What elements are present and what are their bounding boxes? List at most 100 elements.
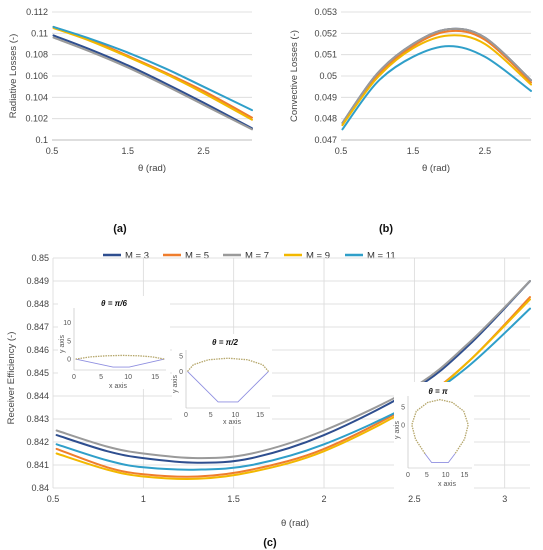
chart-a-y-tick-label: 0.1 bbox=[35, 135, 48, 145]
chart-b-y-tick-label: 0.05 bbox=[319, 71, 337, 81]
chart-c-y-tick-label: 0.844 bbox=[26, 391, 49, 401]
inset-x-tick-label: 15 bbox=[151, 374, 159, 381]
inset-pi-6-background bbox=[58, 296, 170, 389]
inset-x-tick-label: 0 bbox=[184, 412, 188, 419]
chart-c-y-tick-label: 0.85 bbox=[31, 253, 49, 263]
chart-c-y-tick-label: 0.841 bbox=[26, 460, 49, 470]
inset-pi-plot: 0 5 10 15 0 5 bbox=[401, 396, 472, 479]
inset-receiver-profile bbox=[187, 357, 269, 372]
legend-item: M = 5 bbox=[163, 251, 209, 262]
inset-x-tick-label: 10 bbox=[232, 412, 240, 419]
inset-pi-2-plot: 0 5 10 15 0 5 bbox=[179, 350, 270, 419]
legend-label: M = 3 bbox=[125, 251, 149, 262]
chart-b-xlabel: θ (rad) bbox=[422, 163, 450, 174]
legend-item: M = 11 bbox=[345, 251, 396, 262]
inset-receiver-profile bbox=[411, 398, 469, 454]
inset-y-tick-label: 5 bbox=[401, 404, 405, 411]
chart-a-x-tick-label: 0.5 bbox=[46, 146, 59, 156]
inset-x-tick-label: 15 bbox=[461, 472, 469, 479]
chart-b-y-tick-label: 0.051 bbox=[314, 50, 337, 60]
inset-pi-2-background bbox=[172, 334, 272, 426]
chart-c-series-line-3 bbox=[55, 280, 531, 460]
inset-x-tick-label: 5 bbox=[99, 374, 103, 381]
inset-pi-xlabel: x axis bbox=[438, 481, 456, 488]
inset-pi-background bbox=[394, 382, 474, 490]
inset-y-tick-label: 5 bbox=[179, 354, 183, 361]
chart-a-series-line-5 bbox=[52, 25, 253, 112]
chart-a-y-tick-label: 0.104 bbox=[25, 92, 48, 102]
legend-label: M = 5 bbox=[185, 251, 209, 262]
inset-y-tick-label: 0 bbox=[67, 357, 71, 364]
chart-a-series bbox=[52, 25, 253, 131]
inset-x-tick-label: 5 bbox=[209, 412, 213, 419]
legend-label: M = 11 bbox=[367, 251, 396, 262]
chart-c-y-tick-label: 0.842 bbox=[26, 437, 49, 447]
chart-b-x-ticks: 0.5 1.5 2.5 bbox=[335, 146, 491, 156]
chart-a-x-tick-label: 2.5 bbox=[197, 146, 210, 156]
inset-aperture-outline bbox=[187, 371, 269, 403]
chart-a: 0.1 0.102 0.104 0.106 0.108 0.11 0.112 0.5 1.5 2… bbox=[8, 7, 253, 235]
chart-c-x-tick-label: 2 bbox=[322, 494, 327, 504]
chart-b-series-line-4 bbox=[341, 34, 532, 127]
legend-label: M = 7 bbox=[245, 251, 269, 262]
chart-b-y-tick-label: 0.053 bbox=[314, 7, 337, 17]
chart-c-x-tick-label: 2.5 bbox=[408, 494, 421, 504]
chart-a-y-tick-label: 0.11 bbox=[31, 28, 48, 38]
chart-c-panel-label: (c) bbox=[263, 537, 277, 549]
inset-x-tick-label: 10 bbox=[124, 374, 132, 381]
chart-a-ylabel: Radiative Losses (-) bbox=[8, 34, 19, 118]
inset-pi: θ = π 0 5 10 15 0 5 y axis x axis bbox=[394, 382, 474, 490]
inset-y-tick-label: 5 bbox=[67, 338, 71, 345]
inset-pi-ylabel: y axis bbox=[394, 421, 401, 439]
chart-c-y-tick-label: 0.845 bbox=[26, 368, 49, 378]
inset-aperture-outline bbox=[424, 453, 456, 464]
inset-pi-2: θ = π/2 0 5 10 15 0 5 y axis x axis bbox=[172, 334, 272, 426]
legend-label: M = 9 bbox=[306, 251, 330, 262]
chart-a-series-line-1 bbox=[52, 34, 253, 130]
chart-b-y-ticks: 0.047 0.048 0.049 0.05 0.051 0.052 0.053 bbox=[314, 7, 337, 145]
chart-c-y-tick-label: 0.843 bbox=[26, 414, 49, 424]
inset-x-tick-label: 0 bbox=[406, 472, 410, 479]
chart-c: 0.84 0.841 0.842 0.843 0.844 0.845 0.846 0.847 0… bbox=[6, 253, 531, 549]
chart-b-ylabel: Convective Losses (-) bbox=[289, 30, 300, 122]
chart-c-x-tick-label: 1.5 bbox=[227, 494, 240, 504]
chart-c-y-tick-label: 0.846 bbox=[26, 345, 49, 355]
legend-item: M = 3 bbox=[103, 251, 149, 262]
inset-x-tick-label: 0 bbox=[72, 374, 76, 381]
chart-a-series-line-3 bbox=[52, 36, 253, 131]
chart-a-xlabel: θ (rad) bbox=[138, 163, 166, 174]
chart-b-x-tick-label: 0.5 bbox=[335, 146, 348, 156]
inset-pi-2-xlabel: x axis bbox=[223, 419, 241, 426]
chart-b-x-tick-label: 1.5 bbox=[407, 146, 420, 156]
chart-c-y-tick-label: 0.847 bbox=[26, 322, 49, 332]
chart-c-x-tick-label: 0.5 bbox=[47, 494, 60, 504]
chart-c-ylabel: Receiver Efficiency (-) bbox=[6, 332, 17, 425]
inset-pi-6-title: θ = π/6 bbox=[101, 299, 127, 308]
chart-c-series-line-4 bbox=[55, 298, 531, 480]
inset-aperture-outline bbox=[75, 358, 165, 368]
inset-y-tick-label: 0 bbox=[179, 369, 183, 376]
chart-c-x-tick-label: 3 bbox=[502, 494, 507, 504]
inset-pi-title: θ = π bbox=[428, 387, 448, 396]
inset-pi-6-ylabel: y axis bbox=[59, 335, 66, 353]
legend-item: M = 9 bbox=[284, 251, 330, 262]
chart-a-panel-label: (a) bbox=[113, 223, 127, 235]
inset-pi-2-ylabel: y axis bbox=[172, 375, 179, 393]
chart-b-y-tick-label: 0.047 bbox=[314, 135, 337, 145]
legend: M = 3 M = 5 M = 7 M = 9 M = 11 bbox=[103, 251, 396, 262]
inset-y-tick-label: 0 bbox=[401, 422, 405, 429]
inset-x-tick-label: 10 bbox=[442, 472, 450, 479]
chart-a-y-tick-label: 0.108 bbox=[25, 50, 48, 60]
chart-b: 0.047 0.048 0.049 0.05 0.051 0.052 0.053 0.5 1.… bbox=[289, 7, 532, 235]
chart-c-x-tick-label: 1 bbox=[141, 494, 146, 504]
chart-c-x-ticks: 0.5 1 1.5 2 2.5 3 bbox=[47, 494, 507, 504]
chart-b-x-tick-label: 2.5 bbox=[479, 146, 492, 156]
chart-a-gridlines bbox=[52, 11, 252, 141]
chart-b-series-line-3 bbox=[341, 27, 532, 124]
inset-y-tick-label: 10 bbox=[63, 320, 71, 327]
inset-x-tick-label: 15 bbox=[256, 412, 264, 419]
chart-b-y-tick-label: 0.052 bbox=[314, 28, 337, 38]
chart-a-y-ticks: 0.1 0.102 0.104 0.106 0.108 0.11 0.112 bbox=[25, 7, 48, 145]
chart-a-y-tick-label: 0.102 bbox=[25, 114, 48, 124]
